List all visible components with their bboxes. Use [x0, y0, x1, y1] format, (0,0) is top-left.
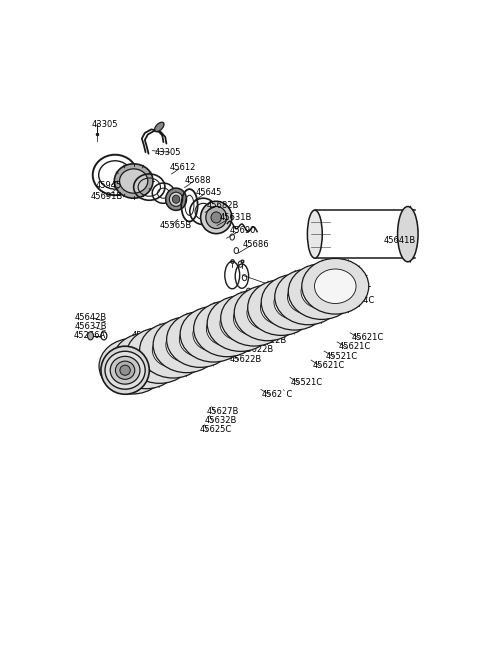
Ellipse shape [206, 206, 227, 229]
Ellipse shape [193, 317, 234, 351]
Ellipse shape [261, 290, 302, 325]
Text: 4562`C: 4562`C [262, 390, 293, 399]
Ellipse shape [99, 338, 166, 394]
Ellipse shape [140, 323, 206, 378]
Text: 43305: 43305 [155, 148, 181, 156]
Ellipse shape [301, 275, 343, 309]
Ellipse shape [207, 296, 274, 351]
Text: 45660: 45660 [296, 293, 323, 302]
Ellipse shape [120, 169, 148, 193]
Ellipse shape [153, 317, 220, 373]
Text: 45622B: 45622B [229, 355, 262, 363]
Ellipse shape [302, 258, 369, 314]
Ellipse shape [114, 164, 153, 198]
Text: 45622B: 45622B [266, 327, 299, 335]
Text: 45641B: 45641B [384, 237, 416, 245]
Text: 45621C: 45621C [339, 342, 371, 351]
Ellipse shape [211, 212, 221, 223]
Ellipse shape [166, 328, 207, 362]
Ellipse shape [172, 195, 180, 203]
Text: 45691B: 45691B [91, 192, 123, 200]
Text: 45650B: 45650B [132, 331, 164, 340]
Text: 45636B: 45636B [256, 317, 288, 326]
Text: 45612: 45612 [170, 163, 196, 172]
Ellipse shape [201, 201, 232, 234]
Text: 45565B: 45565B [160, 221, 192, 230]
Text: 45621C: 45621C [352, 333, 384, 342]
Ellipse shape [275, 269, 342, 325]
Text: 45690: 45690 [229, 226, 256, 235]
Text: 45945: 45945 [96, 181, 121, 190]
Text: 45521C: 45521C [325, 351, 358, 361]
Text: 45688: 45688 [185, 175, 211, 185]
Ellipse shape [248, 280, 315, 335]
Ellipse shape [126, 328, 193, 383]
Text: 45633B: 45633B [162, 338, 195, 348]
Ellipse shape [152, 333, 194, 367]
Text: 45686: 45686 [242, 240, 269, 249]
Text: 45682B: 45682B [207, 201, 240, 210]
Ellipse shape [110, 356, 140, 384]
Ellipse shape [206, 311, 248, 346]
Text: 45637B: 45637B [75, 322, 108, 331]
Ellipse shape [120, 365, 130, 375]
Text: 45626B: 45626B [186, 345, 219, 354]
Ellipse shape [112, 349, 153, 384]
Ellipse shape [193, 301, 261, 357]
Ellipse shape [274, 285, 315, 319]
Ellipse shape [105, 351, 145, 389]
Text: 45622B: 45622B [254, 336, 287, 345]
Text: 45631B: 45631B [220, 214, 252, 223]
Ellipse shape [180, 323, 221, 357]
Ellipse shape [261, 275, 328, 330]
Text: 45645: 45645 [196, 188, 222, 197]
Ellipse shape [233, 301, 275, 336]
Text: 45642B: 45642B [75, 313, 107, 322]
Ellipse shape [180, 306, 247, 362]
Text: 45632B: 45632B [204, 416, 237, 425]
Ellipse shape [169, 192, 183, 206]
Ellipse shape [101, 346, 149, 394]
Ellipse shape [221, 290, 288, 346]
Ellipse shape [400, 218, 415, 250]
Ellipse shape [307, 210, 322, 258]
Ellipse shape [167, 311, 234, 367]
Ellipse shape [314, 269, 356, 304]
Ellipse shape [125, 344, 167, 378]
Text: 45624C: 45624C [343, 296, 375, 305]
Ellipse shape [288, 263, 355, 319]
Ellipse shape [234, 285, 301, 341]
Text: 45521C: 45521C [290, 378, 323, 387]
Ellipse shape [113, 333, 180, 389]
Ellipse shape [115, 361, 135, 379]
Ellipse shape [139, 338, 180, 373]
Ellipse shape [155, 122, 164, 131]
Text: 43305: 43305 [92, 120, 118, 129]
Ellipse shape [220, 306, 262, 341]
Text: 45622B: 45622B [242, 346, 274, 355]
Circle shape [87, 332, 94, 340]
Text: 45635B: 45635B [266, 308, 299, 317]
Ellipse shape [247, 296, 288, 330]
Text: 45622B: 45622B [281, 317, 313, 326]
Text: 45623T: 45623T [207, 351, 239, 361]
Ellipse shape [397, 206, 418, 261]
Text: 45625C: 45625C [200, 426, 232, 434]
Text: 45621C: 45621C [312, 361, 345, 370]
Ellipse shape [288, 280, 329, 314]
Text: 45266A: 45266A [74, 331, 106, 340]
Ellipse shape [166, 188, 186, 210]
Text: 45627B: 45627B [206, 407, 239, 416]
